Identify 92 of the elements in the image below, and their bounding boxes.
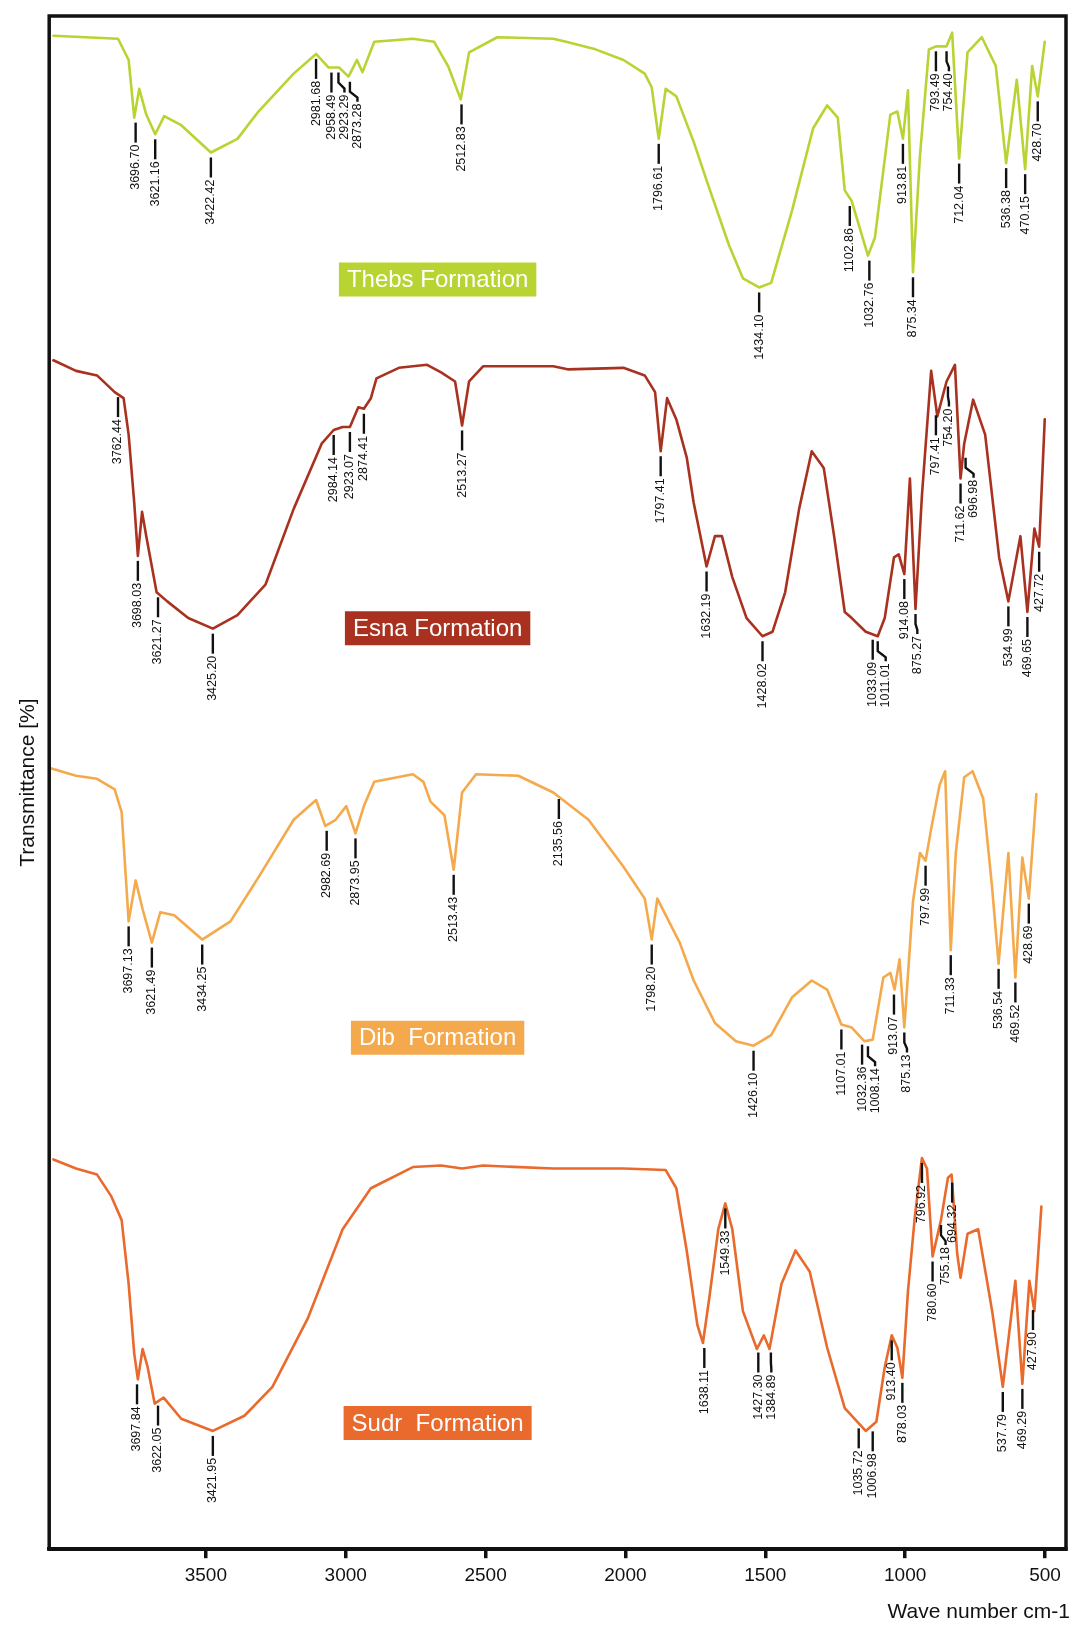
annotation: 1008.14 — [867, 1068, 882, 1114]
x-tick-label: 3500 — [184, 1563, 227, 1585]
annotation: 427.72 — [1031, 573, 1046, 613]
annotation: 1107.01 — [833, 1051, 848, 1096]
x-tick-label: 2500 — [464, 1563, 507, 1585]
annotation: 1035.72 — [851, 1450, 866, 1496]
annotation: 1427.30 — [750, 1374, 765, 1420]
annotation: 3422.42 — [203, 179, 218, 225]
annotation: 3421.95 — [205, 1457, 220, 1504]
annotation: 469.29 — [1014, 1410, 1029, 1450]
x-tick-label: 2000 — [604, 1563, 647, 1585]
annotation: 1384.89 — [763, 1374, 778, 1420]
annotation: 3762.44 — [110, 419, 125, 465]
annotation: 797.99 — [918, 887, 933, 926]
annotation: 2512.83 — [453, 126, 468, 172]
x-tick-label: 1000 — [884, 1563, 927, 1585]
annotation: 1632.19 — [699, 593, 714, 639]
annotation: 3621.16 — [147, 161, 162, 207]
annotation: 793.49 — [928, 73, 943, 112]
text: Dib Formation — [358, 1023, 517, 1051]
x-tick-label: 500 — [1029, 1563, 1061, 1585]
annotation: 875.13 — [899, 1054, 914, 1093]
annotation: 1549.33 — [717, 1230, 732, 1276]
text: Sudr Formation — [351, 1408, 524, 1436]
annotation: 2135.56 — [551, 820, 566, 867]
annotation: 3697.84 — [129, 1406, 144, 1452]
annotation: 1033.09 — [865, 661, 880, 707]
annotation: 875.27 — [909, 635, 924, 675]
annotation: 755.18 — [938, 1247, 953, 1286]
annotation: 2873.95 — [347, 860, 362, 906]
annotation: 470.15 — [1017, 196, 1032, 235]
annotation: 2982.69 — [319, 852, 334, 899]
annotation: 913.07 — [886, 1016, 901, 1055]
annotation: 711.33 — [943, 977, 958, 1015]
annotation: 537.79 — [995, 1413, 1010, 1453]
annotation: 711.62 — [953, 505, 967, 543]
annotation: 797.41 — [928, 437, 943, 476]
annotation: 3698.03 — [130, 582, 145, 629]
annotation: 1638.11 — [696, 1369, 711, 1415]
annotation: 754.20 — [941, 408, 956, 447]
annotation: 712.04 — [951, 185, 966, 224]
annotation: 796.92 — [914, 1184, 929, 1224]
annotation: 913.40 — [884, 1362, 899, 1401]
annotation: 428.70 — [1030, 123, 1045, 162]
annotation: 3697.13 — [121, 948, 136, 994]
annotation: 1011.01 — [878, 663, 893, 708]
annotation: 1102.86 — [842, 227, 857, 273]
annotation: 780.60 — [925, 1283, 940, 1322]
annotation: 1797.41 — [653, 478, 668, 524]
annotation: 536.54 — [991, 990, 1006, 1030]
annotation: 1428.02 — [754, 663, 769, 709]
annotation: 1032.76 — [861, 282, 876, 328]
annotation: 878.03 — [894, 1404, 909, 1444]
annotation: 2874.41 — [356, 435, 371, 481]
y-axis-title: Transmittance [%] — [15, 698, 39, 867]
annotation: 3622.05 — [150, 1427, 165, 1473]
annotation: 1032.36 — [854, 1066, 869, 1112]
annotation: 3425.20 — [205, 655, 220, 701]
annotation: 2513.43 — [446, 896, 461, 942]
text: Esna Formation — [352, 613, 523, 641]
annotation: 427.90 — [1025, 1331, 1040, 1371]
annotation: 2958.49 — [323, 94, 338, 140]
annotation: 3621.27 — [150, 619, 165, 665]
annotation: 2923.29 — [336, 94, 351, 140]
annotation: 2513.27 — [454, 452, 469, 498]
annotation: 2984.14 — [326, 456, 341, 503]
annotation: 1006.98 — [865, 1453, 880, 1499]
annotation: 2923.07 — [342, 453, 357, 500]
annotation: 1426.10 — [746, 1072, 760, 1118]
annotation: 428.69 — [1021, 925, 1036, 964]
annotation: 469.65 — [1019, 638, 1034, 678]
annotation: 696.98 — [966, 479, 980, 518]
annotation: 754.40 — [941, 73, 956, 112]
annotation: 536.38 — [998, 190, 1013, 229]
annotation: 1796.61 — [651, 165, 666, 212]
annotation: 1434.10 — [751, 314, 766, 360]
annotation: 534.99 — [1000, 628, 1015, 667]
annotation: 3434.25 — [194, 966, 209, 1012]
x-tick-label: 1500 — [744, 1563, 787, 1585]
x-tick-label: 3000 — [324, 1563, 367, 1585]
annotation: 2873.28 — [349, 103, 364, 149]
annotation: 875.34 — [905, 299, 920, 338]
annotation: 3621.49 — [144, 969, 159, 1015]
annotation: 694.32 — [944, 1204, 959, 1243]
annotation: 913.81 — [895, 165, 910, 205]
annotation: 1798.20 — [644, 966, 659, 1012]
x-axis-title: Wave number cm-1 — [887, 1599, 1070, 1623]
annotation: 2981.68 — [308, 80, 323, 127]
text: Thebs Formation — [346, 265, 529, 293]
annotation: 914.08 — [896, 601, 911, 640]
annotation: 3696.70 — [128, 144, 143, 190]
annotation: 469.52 — [1007, 1004, 1022, 1043]
